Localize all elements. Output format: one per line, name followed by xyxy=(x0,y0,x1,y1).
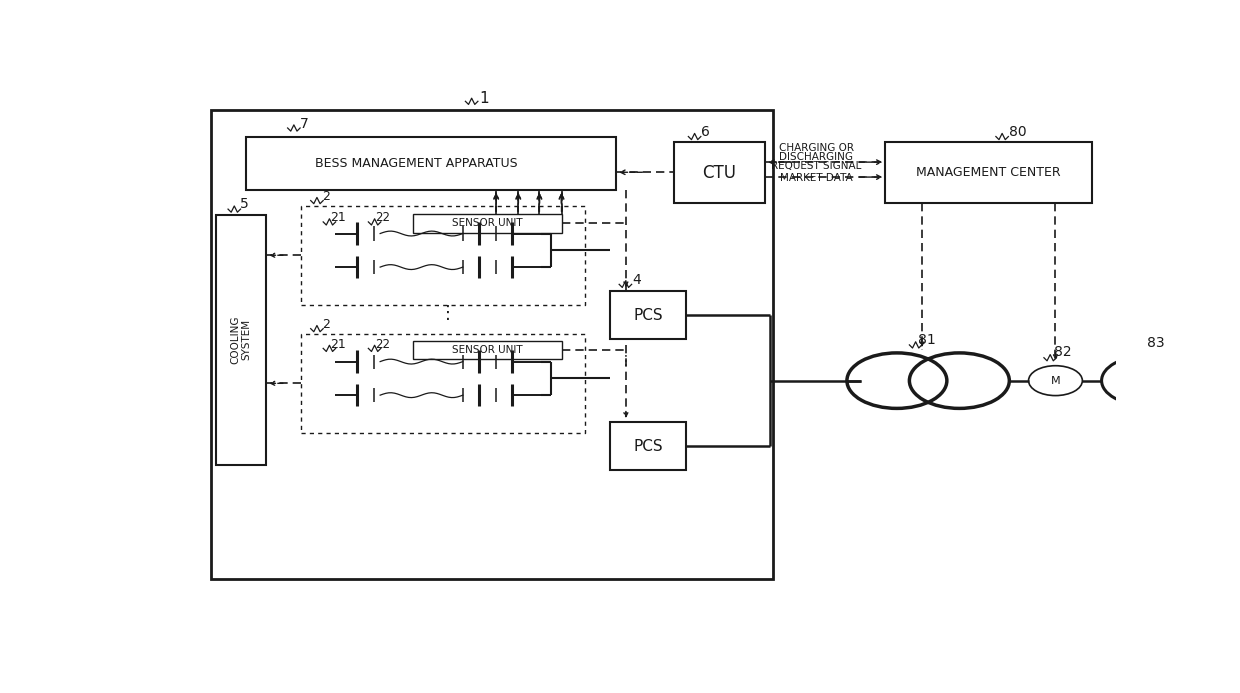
Text: M: M xyxy=(1050,376,1060,385)
Text: SENSOR UNIT: SENSOR UNIT xyxy=(451,345,522,355)
Text: REQUEST SIGNAL: REQUEST SIGNAL xyxy=(771,161,862,171)
Text: 21: 21 xyxy=(330,337,346,351)
Text: MANAGEMENT CENTER: MANAGEMENT CENTER xyxy=(916,166,1061,179)
Text: CHARGING OR: CHARGING OR xyxy=(779,143,853,152)
Bar xyxy=(675,142,765,203)
Bar xyxy=(247,137,616,190)
Text: PCS: PCS xyxy=(634,308,663,323)
Text: 4: 4 xyxy=(632,273,641,287)
Text: 2: 2 xyxy=(322,318,330,331)
Text: 82: 82 xyxy=(1054,345,1071,360)
Text: ⋮: ⋮ xyxy=(439,304,458,322)
Text: SENSOR UNIT: SENSOR UNIT xyxy=(451,218,522,229)
Text: DISCHARGING: DISCHARGING xyxy=(779,152,853,161)
Text: 22: 22 xyxy=(376,211,391,224)
Text: MARKET DATA: MARKET DATA xyxy=(780,173,853,183)
Text: 6: 6 xyxy=(701,125,711,139)
Text: BESS MANAGEMENT APPARATUS: BESS MANAGEMENT APPARATUS xyxy=(315,157,518,170)
Text: CTU: CTU xyxy=(703,164,737,182)
Text: 83: 83 xyxy=(1147,336,1164,350)
Bar xyxy=(301,206,584,305)
Bar xyxy=(413,341,562,359)
Text: COOLING
SYSTEM: COOLING SYSTEM xyxy=(231,315,252,364)
Bar xyxy=(610,291,687,340)
Bar xyxy=(610,422,687,470)
Bar xyxy=(413,214,562,233)
Text: 22: 22 xyxy=(376,337,391,351)
Bar xyxy=(216,215,267,465)
Text: ⋮: ⋮ xyxy=(619,353,632,368)
Text: 1: 1 xyxy=(480,91,490,105)
Text: 2: 2 xyxy=(322,190,330,203)
Bar xyxy=(885,142,1092,203)
Bar xyxy=(301,334,584,432)
Text: 81: 81 xyxy=(918,333,935,347)
Text: PCS: PCS xyxy=(634,439,663,453)
Text: 21: 21 xyxy=(330,211,346,224)
Bar xyxy=(211,109,773,579)
Text: 7: 7 xyxy=(300,116,309,131)
Text: 5: 5 xyxy=(241,198,249,211)
Text: 80: 80 xyxy=(1009,125,1027,139)
